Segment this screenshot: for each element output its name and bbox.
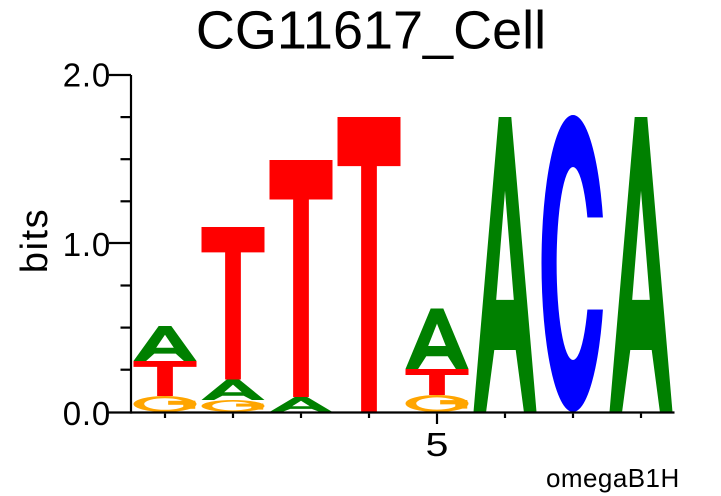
svg-text:bits: bits xyxy=(14,208,56,273)
svg-text:0.0: 0.0 xyxy=(63,395,111,432)
svg-text:2.0: 2.0 xyxy=(63,57,111,94)
svg-text:1.0: 1.0 xyxy=(63,226,111,263)
svg-text:CG11617_Cell: CG11617_Cell xyxy=(196,1,546,61)
svg-text:5: 5 xyxy=(426,426,449,463)
svg-text:omegaB1H: omegaB1H xyxy=(546,463,680,493)
